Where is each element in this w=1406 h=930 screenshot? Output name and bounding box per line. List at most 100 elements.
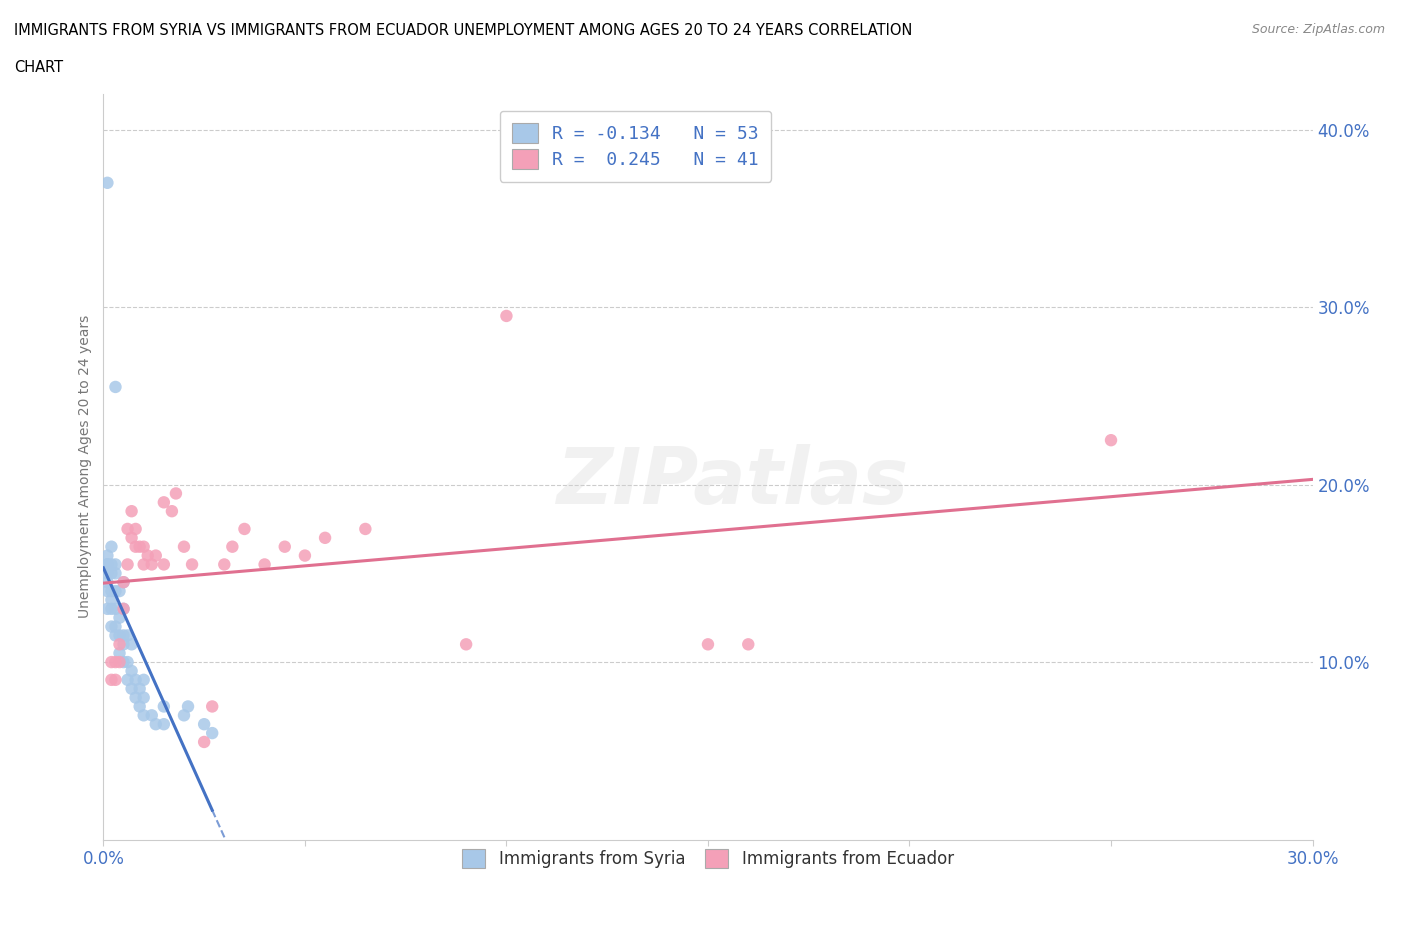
Point [136, 548, 159, 563]
Point [121, 530, 143, 545]
Point [100, 592, 122, 607]
Point [314, 530, 336, 545]
Point [128, 682, 150, 697]
Point [117, 522, 139, 537]
Point [121, 682, 143, 697]
Point [104, 602, 127, 617]
Point [128, 699, 150, 714]
Point [96, 565, 118, 580]
Point [112, 602, 135, 617]
Point [128, 539, 150, 554]
Point [104, 619, 127, 634]
Point [145, 548, 167, 563]
Point [153, 557, 176, 572]
Point [201, 699, 224, 714]
Point [274, 539, 297, 554]
Point [112, 575, 135, 590]
Point [141, 708, 163, 723]
Point [100, 672, 122, 687]
Point [221, 539, 243, 554]
Point [104, 565, 127, 580]
Point [456, 637, 478, 652]
Point [104, 557, 127, 572]
Point [96, 557, 118, 572]
Point [117, 557, 139, 572]
Point [104, 584, 127, 599]
Point [145, 717, 167, 732]
Point [193, 735, 215, 750]
Point [132, 708, 155, 723]
Point [121, 504, 143, 519]
Point [117, 672, 139, 687]
Point [104, 628, 127, 643]
Point [124, 539, 146, 554]
Point [108, 637, 131, 652]
Point [100, 602, 122, 617]
Point [117, 628, 139, 643]
Point [96, 584, 118, 599]
Point [112, 575, 135, 590]
Point [96, 557, 118, 572]
Point [1099, 432, 1122, 447]
Point [124, 690, 146, 705]
Text: ZIPatlas: ZIPatlas [555, 444, 908, 520]
Point [132, 672, 155, 687]
Point [108, 628, 131, 643]
Point [121, 637, 143, 652]
Point [100, 655, 122, 670]
Point [697, 637, 720, 652]
Point [121, 663, 143, 678]
Legend: Immigrants from Syria, Immigrants from Ecuador: Immigrants from Syria, Immigrants from E… [450, 838, 966, 880]
Point [294, 548, 316, 563]
Point [124, 522, 146, 537]
Point [96, 176, 118, 191]
Point [124, 672, 146, 687]
Point [153, 495, 176, 510]
Point [173, 539, 195, 554]
Text: IMMIGRANTS FROM SYRIA VS IMMIGRANTS FROM ECUADOR UNEMPLOYMENT AMONG AGES 20 TO 2: IMMIGRANTS FROM SYRIA VS IMMIGRANTS FROM… [14, 23, 912, 38]
Point [177, 699, 200, 714]
Point [160, 504, 183, 519]
Point [737, 637, 759, 652]
Point [100, 557, 122, 572]
Point [104, 379, 127, 394]
Point [165, 486, 187, 501]
Text: Source: ZipAtlas.com: Source: ZipAtlas.com [1251, 23, 1385, 36]
Text: CHART: CHART [14, 60, 63, 75]
Point [153, 717, 176, 732]
Point [100, 619, 122, 634]
Point [495, 309, 517, 324]
Point [141, 557, 163, 572]
Point [201, 725, 224, 740]
Point [108, 584, 131, 599]
Point [104, 672, 127, 687]
Point [100, 539, 122, 554]
Y-axis label: Unemployment Among Ages 20 to 24 years: Unemployment Among Ages 20 to 24 years [79, 315, 93, 618]
Point [96, 602, 118, 617]
Point [100, 565, 122, 580]
Point [96, 557, 118, 572]
Point [173, 708, 195, 723]
Point [96, 548, 118, 563]
Point [132, 539, 155, 554]
Point [108, 645, 131, 660]
Point [153, 699, 176, 714]
Point [132, 557, 155, 572]
Point [108, 610, 131, 625]
Point [100, 584, 122, 599]
Point [104, 655, 127, 670]
Point [354, 522, 377, 537]
Point [112, 628, 135, 643]
Point [112, 655, 135, 670]
Point [112, 637, 135, 652]
Point [214, 557, 236, 572]
Point [233, 522, 256, 537]
Point [132, 690, 155, 705]
Point [96, 575, 118, 590]
Point [108, 655, 131, 670]
Point [193, 717, 215, 732]
Point [117, 655, 139, 670]
Point [112, 602, 135, 617]
Point [181, 557, 204, 572]
Point [253, 557, 276, 572]
